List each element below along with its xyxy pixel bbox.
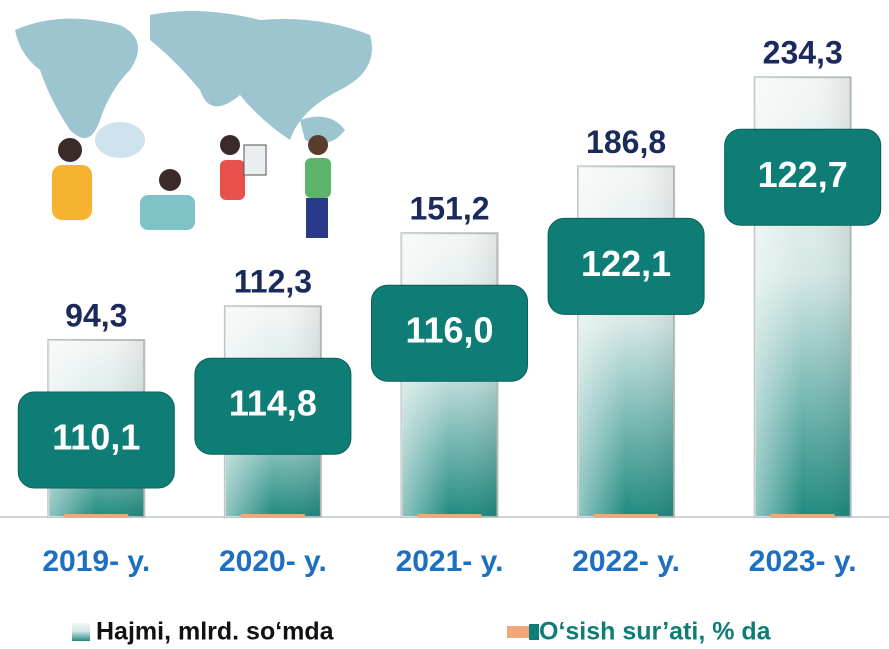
value-label: 234,3 xyxy=(763,35,843,71)
x-tick-label: 2019- y. xyxy=(42,545,150,578)
value-label: 186,8 xyxy=(586,124,666,160)
growth-label: 122,7 xyxy=(758,154,848,195)
x-tick-label: 2023- y. xyxy=(749,545,857,578)
bar-foot xyxy=(594,514,659,518)
legend: Hajmi, mlrd. so‘mda O‘sish sur’ati, % da xyxy=(72,618,772,646)
growth-box xyxy=(17,391,175,489)
legend-swatch xyxy=(72,623,90,641)
legend-label: O‘sish sur’ati, % da xyxy=(539,618,772,646)
bar-foot xyxy=(417,514,482,518)
growth-box xyxy=(724,128,882,226)
illustration xyxy=(15,11,372,238)
growth-label: 116,0 xyxy=(405,310,493,351)
bar-foot xyxy=(240,514,305,518)
value-label: 112,3 xyxy=(234,264,312,300)
bar-foot xyxy=(770,514,835,518)
value-label: 151,2 xyxy=(409,191,489,227)
growth-label: 114,8 xyxy=(229,383,317,424)
legend-swatch xyxy=(507,626,529,638)
bar-foot xyxy=(64,514,129,518)
legend-label: Hajmi, mlrd. so‘mda xyxy=(96,618,335,646)
growth-box xyxy=(547,217,705,315)
legend-swatch xyxy=(529,624,539,640)
value-label: 94,3 xyxy=(65,297,127,333)
x-tick-label: 2021- y. xyxy=(396,545,504,578)
growth-label: 122,1 xyxy=(581,243,671,284)
x-tick-label: 2020- y. xyxy=(219,545,327,578)
growth-label: 110,1 xyxy=(52,417,140,458)
growth-box xyxy=(371,284,528,382)
x-tick-label: 2022- y. xyxy=(572,545,680,578)
growth-box xyxy=(194,357,352,455)
